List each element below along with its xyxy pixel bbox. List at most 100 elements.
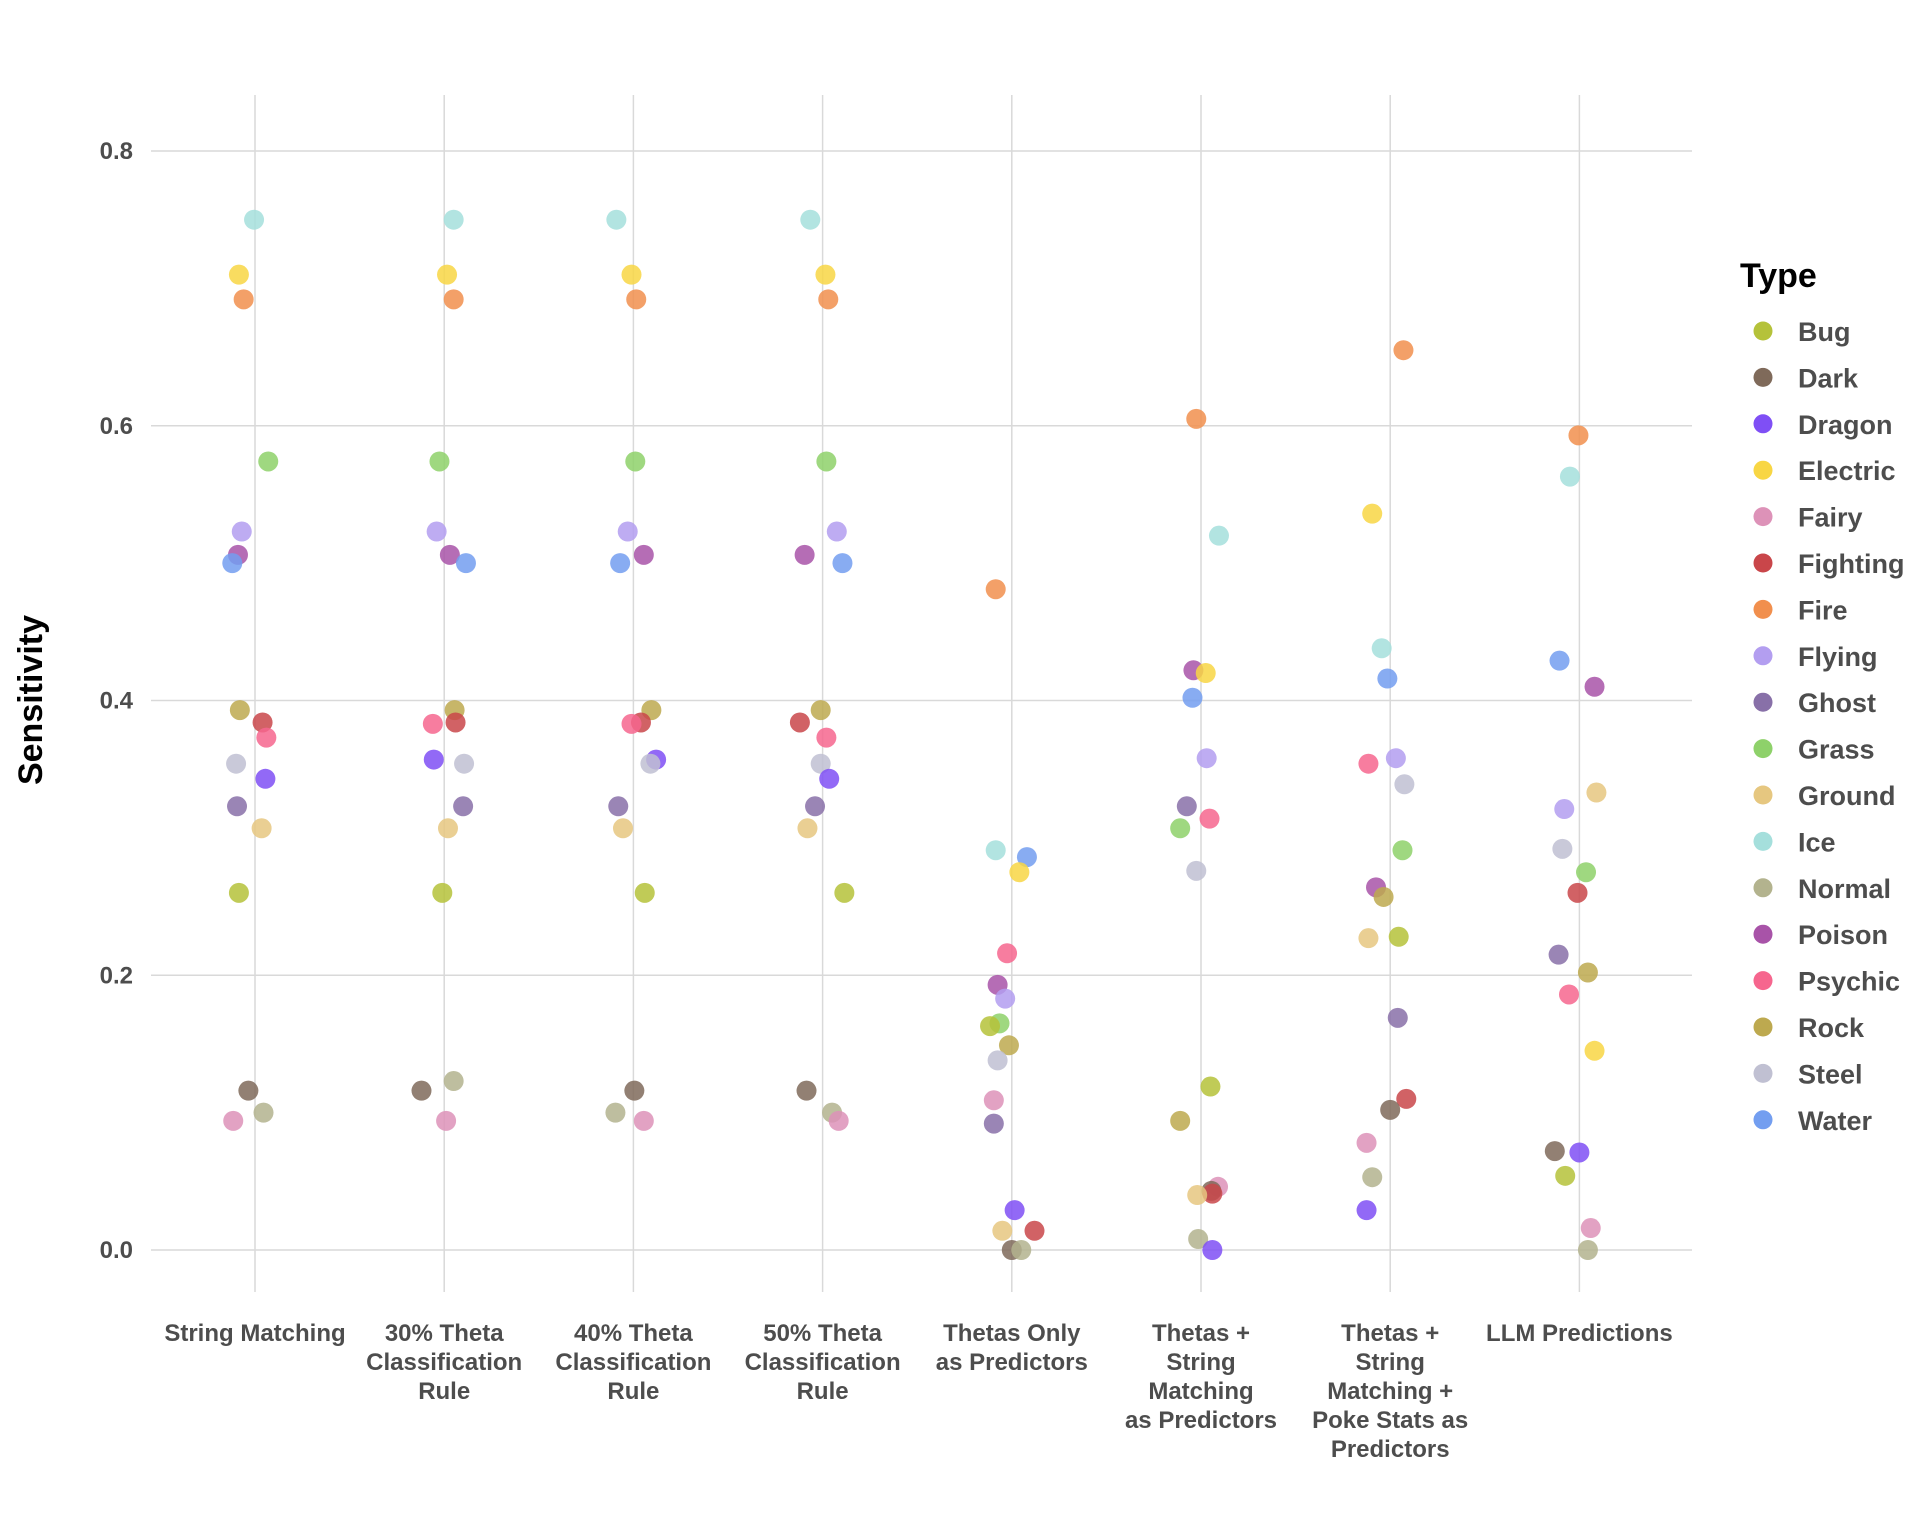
- point-rock: [229, 700, 250, 721]
- point-ice: [443, 209, 464, 230]
- legend-label-fighting: Fighting: [1798, 549, 1904, 579]
- x-tick-label: 30% Theta Classification Rule: [366, 1320, 522, 1405]
- point-dragon: [1356, 1200, 1377, 1221]
- point-flying: [617, 521, 638, 542]
- legend-label-flying: Flying: [1798, 642, 1878, 672]
- point-ghost: [453, 796, 474, 817]
- point-dark: [624, 1080, 645, 1101]
- point-fire: [985, 579, 1006, 600]
- point-fighting: [1567, 882, 1588, 903]
- point-rock: [1170, 1110, 1191, 1131]
- point-bug: [634, 882, 655, 903]
- legend-key-grass: [1753, 739, 1773, 759]
- legend-label-rock: Rock: [1798, 1013, 1865, 1043]
- point-fairy: [983, 1090, 1004, 1111]
- y-tick-label: 0.0: [100, 1237, 133, 1264]
- point-poison: [1584, 676, 1605, 697]
- point-fire: [1186, 408, 1207, 429]
- point-steel: [987, 1050, 1008, 1071]
- point-flying: [231, 521, 252, 542]
- point-ice: [800, 209, 821, 230]
- legend-label-bug: Bug: [1798, 317, 1850, 347]
- point-dark: [411, 1080, 432, 1101]
- point-normal: [1362, 1167, 1383, 1188]
- y-tick-label: 0.4: [100, 688, 134, 715]
- x-tick-label: Thetas + String Matching as Predictors: [1125, 1320, 1277, 1434]
- legend-key-fire: [1753, 599, 1773, 619]
- point-steel: [1394, 774, 1415, 795]
- point-electric: [437, 264, 458, 285]
- point-ice: [606, 209, 627, 230]
- point-ghost: [1176, 796, 1197, 817]
- point-steel: [810, 753, 831, 774]
- point-water: [1182, 687, 1203, 708]
- legend-key-psychic: [1753, 971, 1773, 991]
- point-normal: [1577, 1240, 1598, 1260]
- point-fairy: [1580, 1218, 1601, 1239]
- point-normal: [253, 1102, 274, 1123]
- point-flying: [1196, 748, 1217, 769]
- x-tick-label: String Matching: [164, 1320, 345, 1347]
- point-bug: [432, 882, 453, 903]
- point-ground: [251, 818, 272, 839]
- legend-label-psychic: Psychic: [1798, 967, 1900, 997]
- point-psychic: [422, 713, 443, 734]
- point-ghost: [983, 1113, 1004, 1134]
- point-normal: [1011, 1240, 1032, 1260]
- point-grass: [625, 451, 646, 472]
- x-tick-label: 50% Theta Classification Rule: [745, 1320, 901, 1405]
- point-fighting: [1202, 1183, 1223, 1204]
- point-ice: [1559, 466, 1580, 487]
- point-ghost: [1548, 944, 1569, 965]
- y-axis-ticks: 0.0 0.2 0.4 0.6 0.8: [100, 138, 134, 1264]
- point-ground: [612, 818, 633, 839]
- point-psychic: [997, 943, 1018, 964]
- point-fighting: [1024, 1220, 1045, 1241]
- data-points: [222, 209, 1607, 1260]
- legend-label-fire: Fire: [1798, 595, 1848, 625]
- point-bug: [1200, 1076, 1221, 1097]
- point-dragon: [1569, 1142, 1590, 1163]
- point-electric: [1584, 1040, 1605, 1061]
- point-ground: [437, 818, 458, 839]
- y-tick-label: 0.6: [100, 413, 133, 440]
- point-dragon: [255, 768, 276, 789]
- x-tick-label: 40% Theta Classification Rule: [555, 1320, 711, 1405]
- point-steel: [1552, 838, 1573, 859]
- legend: Type Bug Dark Dragon Electric Fairy Fighting F…: [1740, 257, 1904, 1136]
- point-ground: [1586, 782, 1607, 803]
- point-steel: [1186, 860, 1207, 881]
- point-grass: [429, 451, 450, 472]
- point-electric: [1195, 663, 1216, 684]
- legend-label-fairy: Fairy: [1798, 503, 1863, 533]
- legend-label-dark: Dark: [1798, 363, 1859, 393]
- point-water: [1549, 650, 1570, 671]
- point-fairy: [633, 1110, 654, 1131]
- point-electric: [1362, 503, 1383, 524]
- point-dark: [796, 1080, 817, 1101]
- legend-label-water: Water: [1798, 1106, 1873, 1136]
- point-steel: [640, 753, 661, 774]
- y-tick-label: 0.8: [100, 138, 133, 165]
- point-grass: [1576, 862, 1597, 883]
- point-fire: [443, 289, 464, 310]
- point-ghost: [1387, 1007, 1408, 1028]
- point-psychic: [1558, 984, 1579, 1005]
- legend-label-ghost: Ghost: [1798, 688, 1876, 718]
- point-normal: [605, 1102, 626, 1123]
- legend-key-ice: [1753, 831, 1773, 851]
- point-electric: [1009, 862, 1030, 883]
- point-bug: [228, 882, 249, 903]
- x-tick-label: Thetas Only as Predictors: [936, 1320, 1088, 1376]
- point-grass: [1392, 840, 1413, 861]
- x-axis-ticks: String Matching 30% Theta Classification Ru…: [164, 1320, 1672, 1463]
- point-flying: [426, 521, 447, 542]
- point-bug: [834, 882, 855, 903]
- point-ground: [1187, 1185, 1208, 1206]
- point-flying: [1385, 748, 1406, 769]
- point-fire: [233, 289, 254, 310]
- point-bug: [1388, 926, 1409, 947]
- point-fighting: [1396, 1088, 1417, 1109]
- point-water: [455, 553, 476, 574]
- legend-key-normal: [1753, 878, 1773, 898]
